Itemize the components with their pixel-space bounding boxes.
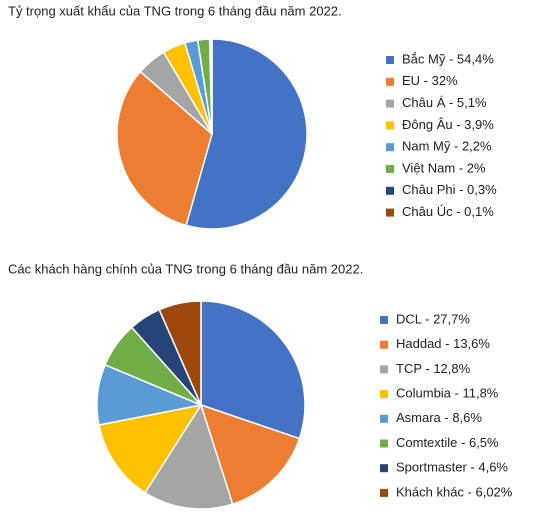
legend-label: Châu Phi - 0,3% (402, 182, 497, 197)
legend-swatch (380, 439, 388, 448)
legend-label: Châu Úc - 0,1% (402, 204, 494, 219)
pie-slice (98, 403, 203, 494)
pie-slice (158, 300, 202, 406)
legend-label: Comtextile - 6,5% (396, 435, 499, 450)
legend-label: Columbia - 11,8% (396, 386, 499, 401)
legend-swatch (386, 186, 394, 195)
legend-swatch (386, 208, 394, 217)
pie-slice (116, 70, 213, 227)
chart-title: Các khách hàng chính của TNG trong 6 thá… (8, 261, 363, 276)
legend-label: TCP - 12,8% (396, 361, 471, 376)
legend-label: Việt Nam - 2% (402, 160, 486, 175)
legend-label: Châu Á - 5,1% (402, 95, 487, 110)
legend-swatch (386, 99, 394, 108)
pie-slice (199, 403, 301, 506)
legend-swatch (380, 365, 388, 374)
pie-slice (210, 38, 213, 135)
legend-swatch (386, 77, 394, 86)
legend-label: EU - 32% (402, 73, 458, 88)
legend-label: Haddad - 13,6% (396, 336, 490, 351)
pie-slice (143, 403, 234, 510)
pie-slice (185, 38, 308, 230)
legend-swatch (386, 165, 394, 173)
legend-label: Nam Mỹ - 2,2% (402, 139, 492, 154)
legend-swatch (380, 340, 388, 349)
legend-swatch (386, 121, 394, 130)
legend-swatch (380, 316, 388, 324)
legend-label: Bắc Mỹ - 54,4% (402, 51, 494, 66)
legend-swatch (380, 414, 388, 423)
pie-slice (200, 300, 306, 440)
legend-label: Sportmaster - 4,6% (396, 460, 508, 475)
legend-label: Asmara - 8,6% (396, 410, 482, 425)
legend-swatch (380, 464, 388, 473)
legend-label: Đông Âu - 3,9% (402, 117, 494, 132)
legend-label: Khách khác - 6,02% (396, 484, 513, 499)
legend-swatch (386, 56, 394, 64)
chart-title: Tỷ trọng xuất khẩu của TNG trong 6 tháng… (8, 3, 342, 18)
legend-label: DCL - 27,7% (396, 311, 470, 326)
legend-swatch (386, 143, 394, 152)
legend-swatch (380, 488, 388, 497)
legend-swatch (380, 390, 388, 399)
